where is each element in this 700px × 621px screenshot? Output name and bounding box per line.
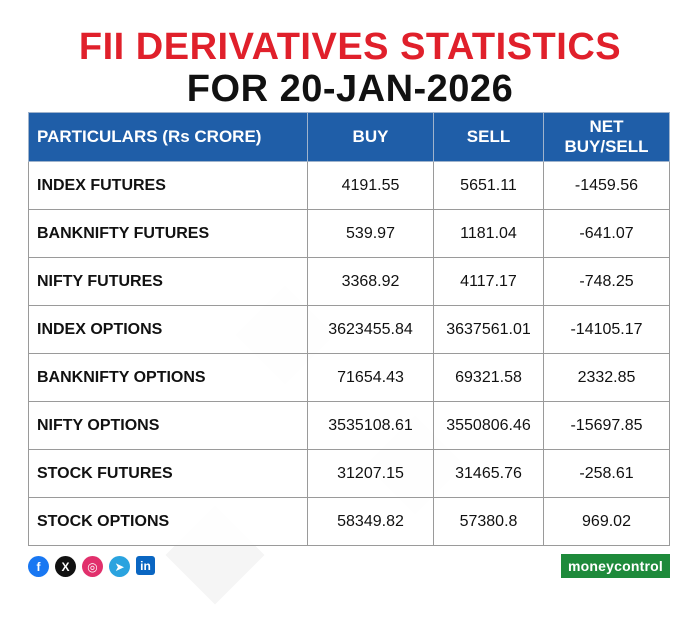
sell-value: 31465.76 xyxy=(433,449,544,498)
buy-value: 3368.92 xyxy=(307,257,434,306)
row-label: STOCK FUTURES xyxy=(28,449,308,498)
net-value: -1459.56 xyxy=(543,161,670,210)
row-label: NIFTY OPTIONS xyxy=(28,401,308,450)
sell-value: 3637561.01 xyxy=(433,305,544,354)
linkedin-icon[interactable]: in xyxy=(136,556,155,575)
buy-value: 539.97 xyxy=(307,209,434,258)
buy-value: 3535108.61 xyxy=(307,401,434,450)
moneycontrol-logo: moneycontrol xyxy=(561,554,670,578)
net-value: 2332.85 xyxy=(543,353,670,402)
buy-value: 3623455.84 xyxy=(307,305,434,354)
telegram-icon[interactable]: ➤ xyxy=(109,556,130,577)
row-label: INDEX FUTURES xyxy=(28,161,308,210)
net-value: -748.25 xyxy=(543,257,670,306)
row-label: BANKNIFTY OPTIONS xyxy=(28,353,308,402)
net-value: -15697.85 xyxy=(543,401,670,450)
sell-value: 5651.11 xyxy=(433,161,544,210)
sell-value: 4117.17 xyxy=(433,257,544,306)
table-row: INDEX OPTIONS 3623455.84 3637561.01 -141… xyxy=(28,305,670,354)
net-value: -641.07 xyxy=(543,209,670,258)
x-twitter-icon[interactable]: X xyxy=(55,556,76,577)
row-label: INDEX OPTIONS xyxy=(28,305,308,354)
header-sell: SELL xyxy=(433,112,544,162)
facebook-icon[interactable]: f xyxy=(28,556,49,577)
buy-value: 31207.15 xyxy=(307,449,434,498)
table-row: NIFTY FUTURES 3368.92 4117.17 -748.25 xyxy=(28,257,670,306)
table-row: NIFTY OPTIONS 3535108.61 3550806.46 -156… xyxy=(28,401,670,450)
sell-value: 57380.8 xyxy=(433,497,544,546)
sell-value: 69321.58 xyxy=(433,353,544,402)
table-row: STOCK FUTURES 31207.15 31465.76 -258.61 xyxy=(28,449,670,498)
table-row: BANKNIFTY FUTURES 539.97 1181.04 -641.07 xyxy=(28,209,670,258)
header-net: NET BUY/SELL xyxy=(543,112,670,162)
page-subtitle-date: FOR 20-JAN-2026 xyxy=(186,68,514,110)
net-value: 969.02 xyxy=(543,497,670,546)
table-row: STOCK OPTIONS 58349.82 57380.8 969.02 xyxy=(28,497,670,546)
header-buy: BUY xyxy=(307,112,434,162)
row-label: NIFTY FUTURES xyxy=(28,257,308,306)
buy-value: 71654.43 xyxy=(307,353,434,402)
sell-value: 1181.04 xyxy=(433,209,544,258)
table-row: BANKNIFTY OPTIONS 71654.43 69321.58 2332… xyxy=(28,353,670,402)
buy-value: 58349.82 xyxy=(307,497,434,546)
sell-value: 3550806.46 xyxy=(433,401,544,450)
social-links: f X ◎ ➤ in xyxy=(28,556,155,577)
table-row: INDEX FUTURES 4191.55 5651.11 -1459.56 xyxy=(28,161,670,210)
net-value: -14105.17 xyxy=(543,305,670,354)
header-particulars: PARTICULARS (Rs CRORE) xyxy=(28,112,308,162)
instagram-icon[interactable]: ◎ xyxy=(82,556,103,577)
fii-derivatives-table: PARTICULARS (Rs CRORE) BUY SELL NET BUY/… xyxy=(28,112,670,546)
net-value: -258.61 xyxy=(543,449,670,498)
buy-value: 4191.55 xyxy=(307,161,434,210)
table-header-row: PARTICULARS (Rs CRORE) BUY SELL NET BUY/… xyxy=(28,112,670,162)
row-label: BANKNIFTY FUTURES xyxy=(28,209,308,258)
page-title: FII DERIVATIVES STATISTICS xyxy=(78,26,622,68)
row-label: STOCK OPTIONS xyxy=(28,497,308,546)
